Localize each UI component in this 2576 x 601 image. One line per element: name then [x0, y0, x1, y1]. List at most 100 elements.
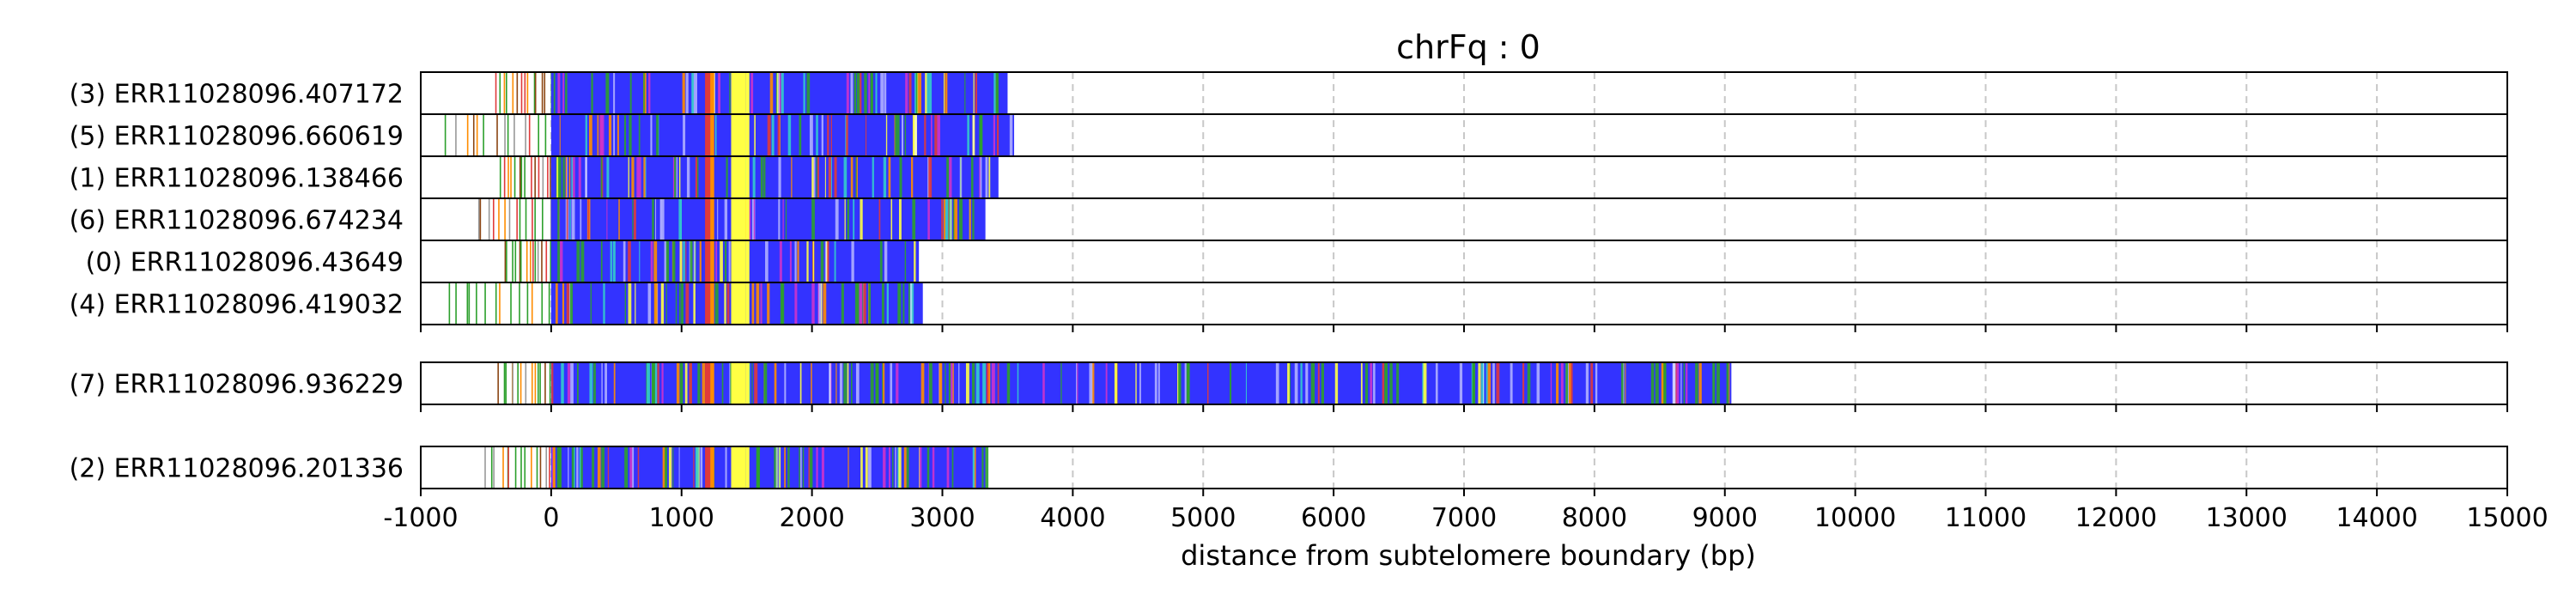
read-segment	[665, 447, 668, 488]
read-segment	[751, 363, 753, 404]
read-segment	[532, 241, 534, 282]
read-segment	[865, 447, 868, 488]
read-segment	[928, 363, 930, 404]
read-segment	[879, 241, 883, 282]
read-segment	[542, 157, 544, 197]
read-segment	[557, 157, 562, 197]
read-segment	[685, 241, 687, 282]
read-segment	[516, 199, 518, 240]
read-row	[444, 115, 1015, 155]
read-segment	[745, 283, 750, 324]
tick-label: -1000	[383, 503, 458, 533]
read-segment	[752, 157, 756, 197]
read-segment	[592, 447, 595, 488]
read-segment	[818, 283, 822, 324]
read-segment	[726, 157, 728, 197]
read-segment	[544, 363, 546, 404]
read-segment	[676, 363, 680, 404]
read-segment	[541, 283, 544, 324]
read-segment	[951, 363, 953, 404]
read-segment	[760, 157, 763, 197]
read-segment	[794, 241, 797, 282]
read-segment	[476, 283, 477, 324]
read-segment	[601, 447, 605, 488]
read-segment	[853, 199, 855, 240]
read-segment	[519, 363, 522, 404]
read-segment	[714, 283, 719, 324]
read-segment	[547, 157, 549, 197]
read-segment	[568, 157, 571, 197]
read-segment	[972, 115, 975, 155]
read-segment	[516, 73, 519, 113]
read-segment	[1042, 363, 1045, 404]
read-segment	[660, 199, 665, 240]
read-segment	[606, 199, 608, 240]
read-segment	[705, 363, 711, 404]
read-segment	[679, 283, 681, 324]
read-segment	[965, 363, 969, 404]
read-segment	[717, 199, 719, 240]
read-segment	[504, 241, 507, 282]
read-segment	[993, 115, 995, 155]
read-segment	[710, 157, 714, 197]
read-segment	[519, 241, 521, 282]
read-segment	[472, 115, 475, 155]
read-segment	[1423, 363, 1427, 404]
read-segment	[918, 73, 922, 113]
read-segment	[654, 363, 658, 404]
read-segment	[844, 199, 846, 240]
read-segment	[864, 73, 867, 113]
read-segment	[812, 157, 816, 197]
read-segment	[508, 199, 511, 240]
read-segment	[986, 363, 990, 404]
read-segment	[787, 447, 790, 488]
read-segment	[532, 199, 533, 240]
read-segment	[806, 73, 811, 113]
read-segment	[1585, 363, 1589, 404]
read-segment	[525, 363, 527, 404]
read-segment	[731, 199, 746, 240]
read-segment	[785, 199, 787, 240]
read-segment	[562, 157, 565, 197]
read-segment	[1275, 363, 1279, 404]
read-segment	[726, 283, 730, 324]
read-segment	[1496, 363, 1500, 404]
read-segment	[863, 283, 865, 324]
read-segment	[665, 283, 667, 324]
read-segment	[928, 363, 933, 404]
read-segment	[875, 73, 878, 113]
read-segment	[1076, 363, 1078, 404]
read-segment	[868, 283, 872, 324]
read-segment	[550, 199, 552, 240]
read-segment	[693, 447, 695, 488]
read-segment	[672, 241, 676, 282]
read-segment	[690, 241, 693, 282]
read-segment	[705, 447, 711, 488]
read-segment	[834, 157, 837, 197]
read-segment	[898, 199, 902, 240]
read-segment	[948, 199, 950, 240]
read-segment	[597, 115, 599, 155]
x-axis-label: distance from subtelomere boundary (bp)	[1181, 539, 1756, 572]
read-segment	[647, 363, 650, 404]
read-segment	[847, 199, 850, 240]
read-segment	[811, 199, 815, 240]
read-segment	[972, 363, 975, 404]
read-segment	[991, 363, 995, 404]
read-segment	[601, 363, 603, 404]
read-segment	[860, 199, 863, 240]
read-segment	[628, 241, 631, 282]
read-segment	[565, 157, 568, 197]
read-segment	[776, 73, 778, 113]
read-segment	[571, 157, 574, 197]
read-segment	[699, 241, 702, 282]
read-segment	[943, 73, 945, 113]
read-segment	[514, 447, 517, 488]
read-segment	[499, 157, 501, 197]
read-segment	[507, 157, 509, 197]
read-segment	[1317, 363, 1320, 404]
read-segment	[928, 157, 933, 197]
read-segment	[760, 283, 762, 324]
read-segment	[816, 447, 818, 488]
read-segment	[1695, 363, 1698, 404]
